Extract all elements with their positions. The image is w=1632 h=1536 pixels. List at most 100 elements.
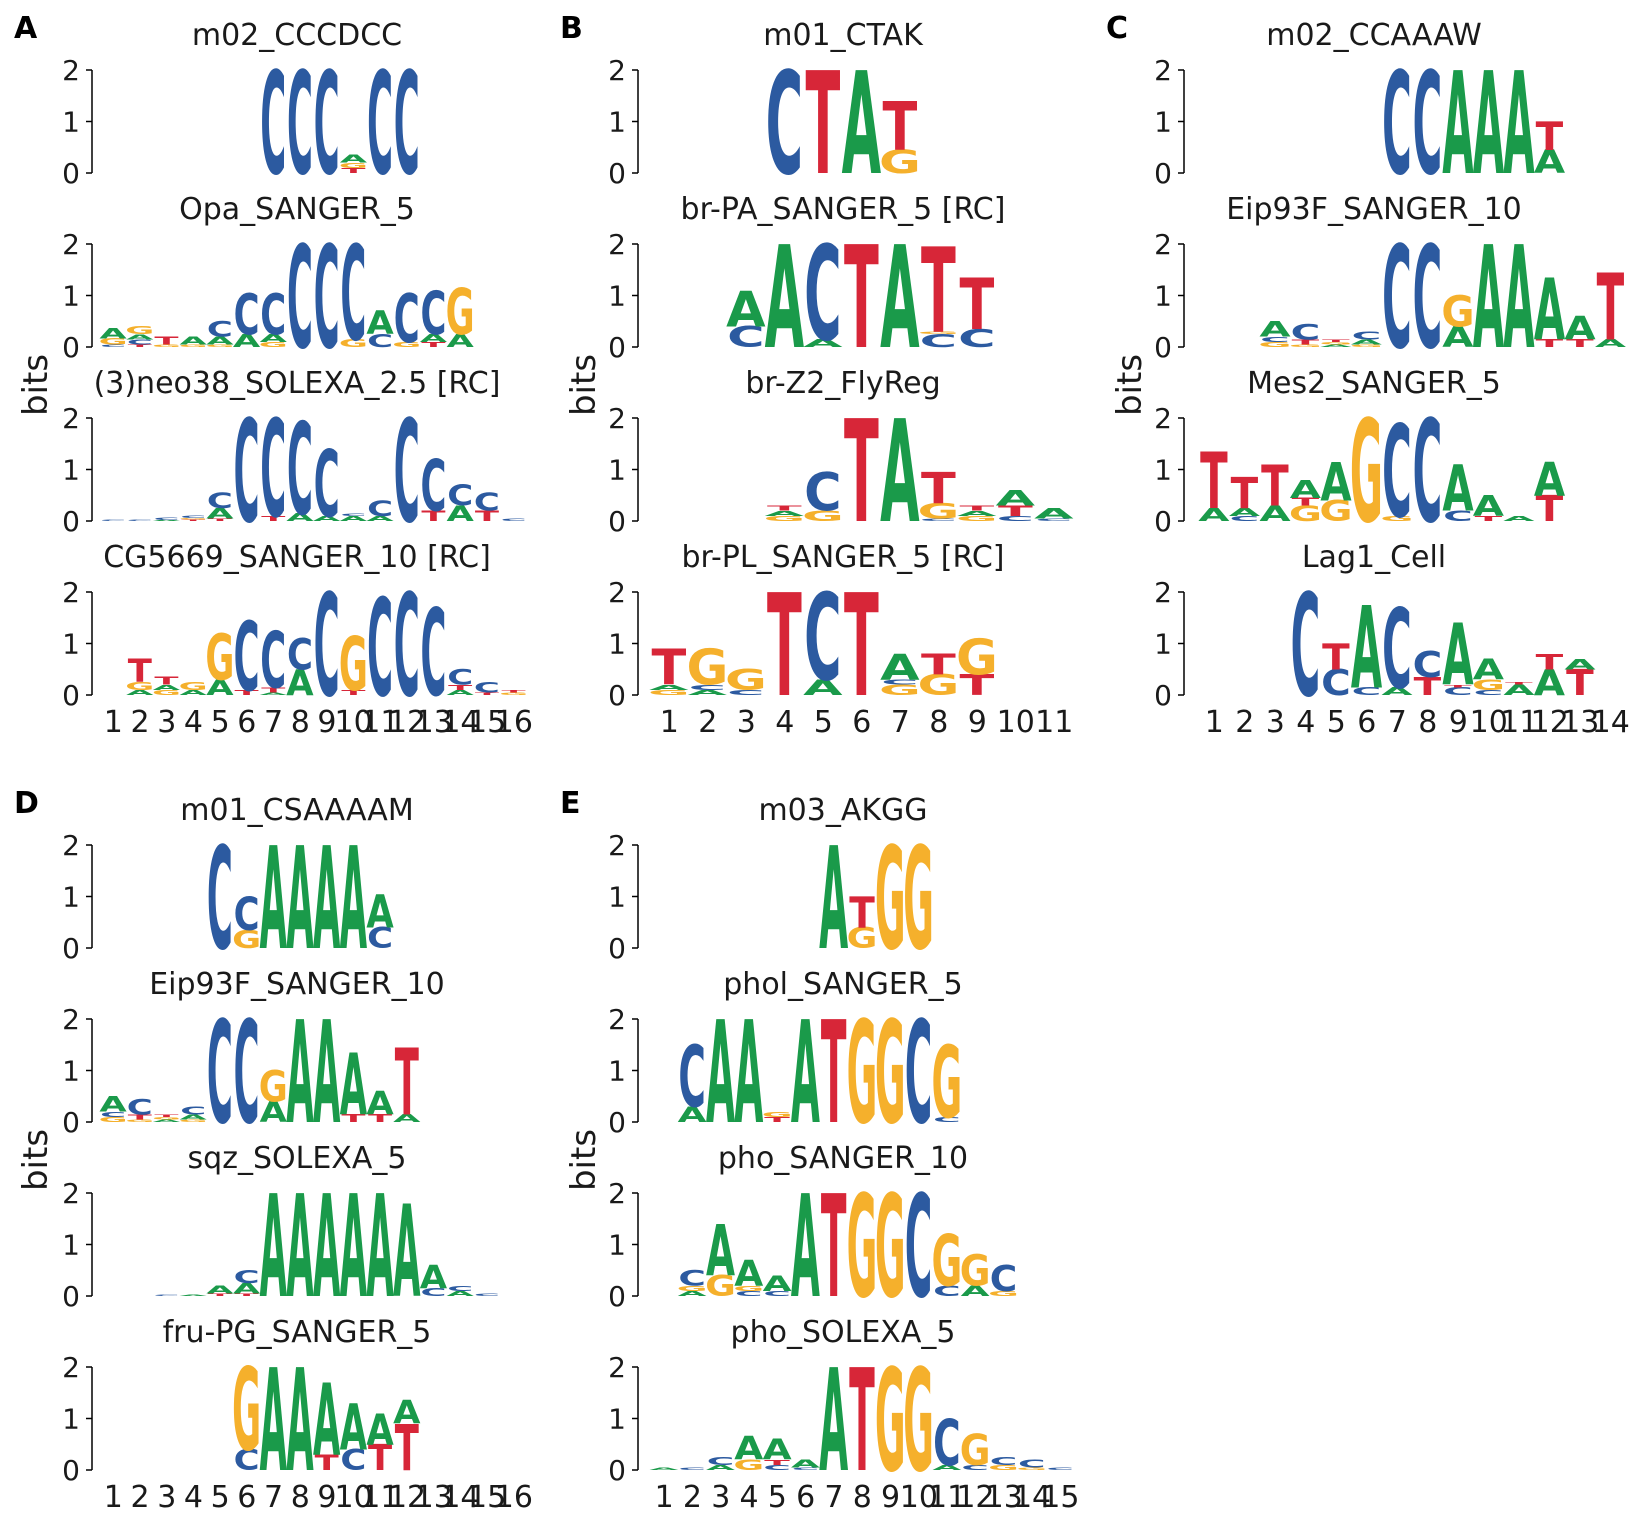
logo-letter-C: C: [314, 566, 340, 729]
logo-letter-T: T: [1536, 337, 1564, 349]
logo-letter-T: T: [235, 689, 260, 697]
logo-letter-C: C: [100, 1110, 126, 1118]
x-tick-label: 5: [1327, 705, 1346, 740]
motif-title: CG5669_SANGER_10 [RC]: [103, 540, 491, 575]
logo-letter-G: G: [179, 681, 208, 693]
logo-letter-T: T: [1261, 453, 1289, 520]
y-tick-label: 1: [608, 881, 626, 914]
logo-letter-A: A: [206, 675, 234, 700]
logo-letter-T: T: [1536, 488, 1564, 529]
logo-letter-A: A: [706, 1212, 735, 1293]
logo-letter-T: T: [998, 503, 1033, 520]
x-tick-label: 14: [1592, 705, 1630, 740]
logo-letter-G: G: [99, 337, 128, 347]
logo-letter-T: T: [821, 1166, 847, 1330]
logo-letter-G: G: [1472, 677, 1505, 693]
logo-letter-C: C: [394, 44, 420, 207]
motif-title: phol_SANGER_5: [723, 967, 962, 1002]
logo-letter-A: A: [286, 993, 314, 1156]
x-tick-label: 6: [237, 1480, 256, 1515]
x-tick-label: 4: [1296, 705, 1315, 740]
logo-letter-A: A: [803, 676, 842, 700]
logo-letter-C: C: [804, 463, 841, 524]
y-tick-label: 0: [608, 505, 626, 538]
logo-letter-T: T: [341, 167, 366, 175]
logo-letter-C: C: [1413, 218, 1443, 381]
logo-letter-C: C: [340, 1444, 366, 1478]
y-tick-label: 0: [62, 505, 80, 538]
y-tick-label: 0: [1154, 331, 1172, 364]
logo-letter-C: C: [766, 44, 803, 208]
logo-letter-C: C: [207, 993, 233, 1156]
logo-letter-A: A: [1503, 682, 1535, 698]
logo-letter-G: G: [125, 1119, 154, 1123]
logo-letter-C: C: [1352, 330, 1382, 342]
logo-letter-C: C: [990, 1455, 1017, 1467]
y-tick-label: 1: [62, 1055, 80, 1088]
logo-letter-C: C: [314, 44, 340, 207]
logo-letter-C: C: [1291, 566, 1321, 729]
logo-letter-G: G: [875, 818, 906, 982]
x-tick-label: 11: [361, 705, 399, 740]
logo-letter-A: A: [1473, 218, 1504, 381]
logo-letter-A: A: [446, 331, 474, 352]
logo-letter-A: A: [678, 1103, 708, 1127]
logo-letter-G: G: [686, 638, 728, 696]
logo-letter-A: A: [340, 1391, 368, 1465]
logo-letter-C: C: [933, 1283, 961, 1299]
logo-letter-A: A: [688, 688, 727, 696]
y-tick-label: 2: [608, 829, 626, 862]
logo-letter-T: T: [421, 341, 446, 349]
x-tick-label: 5: [211, 705, 230, 740]
logo-letter-A: A: [957, 509, 996, 517]
logo-letter-C: C: [421, 278, 447, 349]
y-tick-label: 0: [1154, 505, 1172, 538]
logo-letter-C: C: [234, 283, 260, 349]
logo-letter-C: C: [394, 566, 420, 729]
y-tick-label: 0: [62, 331, 80, 364]
x-tick-label: 16: [495, 705, 533, 740]
y-tick-label: 1: [62, 106, 80, 139]
logo-letter-C: C: [394, 392, 420, 555]
motif-title: Lag1_Cell: [1302, 540, 1446, 575]
logo-letter-C: C: [1443, 685, 1473, 697]
x-tick-label: 5: [211, 1480, 230, 1515]
motif-title: br-Z2_FlyReg: [745, 366, 940, 401]
logo-letter-T: T: [341, 689, 366, 697]
logo-letter-T: T: [395, 1412, 419, 1486]
y-tick-label: 0: [608, 932, 626, 965]
x-tick-label: 11: [361, 1480, 399, 1515]
logo-letter-A: A: [706, 1464, 735, 1472]
logo-letter-C: C: [727, 688, 764, 696]
logo-letter-A: A: [763, 1272, 793, 1296]
logo-letter-G: G: [917, 331, 959, 335]
logo-letter-C: C: [340, 513, 366, 517]
logo-letter-C: C: [127, 519, 153, 521]
logo-letter-G: G: [1380, 514, 1413, 522]
x-tick-label: 8: [1418, 705, 1437, 740]
logo-letter-T: T: [475, 508, 500, 524]
logo-letter-T: T: [181, 519, 205, 521]
motif-title: Opa_SANGER_5: [179, 192, 415, 227]
y-tick-label: 2: [62, 402, 80, 435]
logo-letter-T: T: [1322, 637, 1350, 678]
logo-letter-A: A: [1534, 662, 1566, 703]
logo-letter-A: A: [678, 1290, 707, 1298]
logo-letter-G: G: [152, 689, 181, 697]
logo-letter-A: A: [1320, 452, 1352, 514]
logo-letter-A: A: [313, 993, 341, 1156]
logo-letter-A: A: [366, 515, 394, 523]
logo-letter-G: G: [259, 1063, 288, 1112]
y-tick-label: 2: [62, 576, 80, 609]
y-tick-label: 1: [608, 1229, 626, 1262]
logo-letter-G: G: [1289, 501, 1322, 526]
logo-letter-A: A: [180, 1294, 208, 1296]
logo-letter-C: C: [314, 218, 340, 381]
y-axis-label: bits: [564, 1129, 604, 1191]
y-tick-label: 1: [62, 1229, 80, 1262]
logo-letter-A: A: [1442, 44, 1473, 207]
